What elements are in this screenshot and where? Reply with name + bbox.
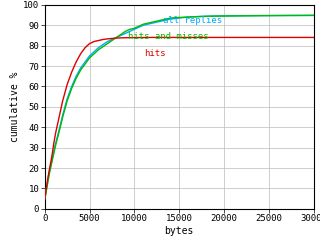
Text: hits: hits xyxy=(144,49,166,58)
Text: hits and misses: hits and misses xyxy=(128,32,209,42)
Text: all replies: all replies xyxy=(163,16,222,25)
X-axis label: bytes: bytes xyxy=(164,226,194,236)
Y-axis label: cumulative %: cumulative % xyxy=(10,72,20,142)
